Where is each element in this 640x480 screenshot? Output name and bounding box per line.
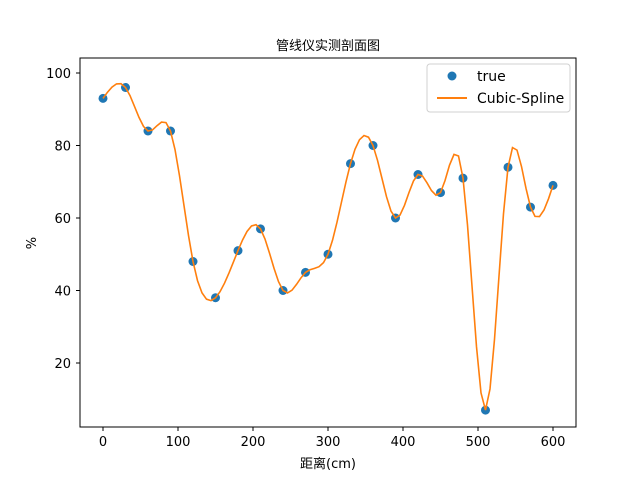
- x-tick-label: 300: [316, 435, 341, 450]
- y-axis: 20 40 60 80 100: [46, 67, 80, 372]
- x-tick-label: 400: [391, 435, 416, 450]
- x-tick-label: 600: [541, 435, 566, 450]
- legend: true Cubic-Spline: [426, 63, 571, 113]
- y-tick-label: 100: [46, 67, 71, 82]
- y-tick-label: 80: [54, 140, 71, 155]
- true-series: [98, 83, 558, 415]
- y-tick-label: 40: [54, 285, 71, 300]
- chart-title: 管线仪实测剖面图: [276, 39, 380, 54]
- legend-true-marker-icon: [447, 71, 457, 81]
- x-tick-label: 100: [166, 435, 191, 450]
- x-axis: 0 100 200 300 400 500 600: [99, 427, 566, 450]
- data-point: [548, 180, 558, 190]
- x-axis-label: 距离(cm): [300, 456, 356, 472]
- spline-line: [102, 82, 554, 411]
- x-tick-label: 500: [466, 435, 491, 450]
- y-tick-label: 60: [54, 212, 71, 227]
- legend-true-label: true: [477, 69, 506, 85]
- y-tick-label: 20: [54, 357, 71, 372]
- spline-series: [102, 82, 554, 411]
- legend-box: [426, 63, 571, 113]
- x-tick-label: 0: [99, 435, 107, 450]
- y-axis-label: %: [25, 237, 40, 249]
- x-tick-label: 200: [241, 435, 266, 450]
- legend-spline-label: Cubic-Spline: [477, 91, 564, 107]
